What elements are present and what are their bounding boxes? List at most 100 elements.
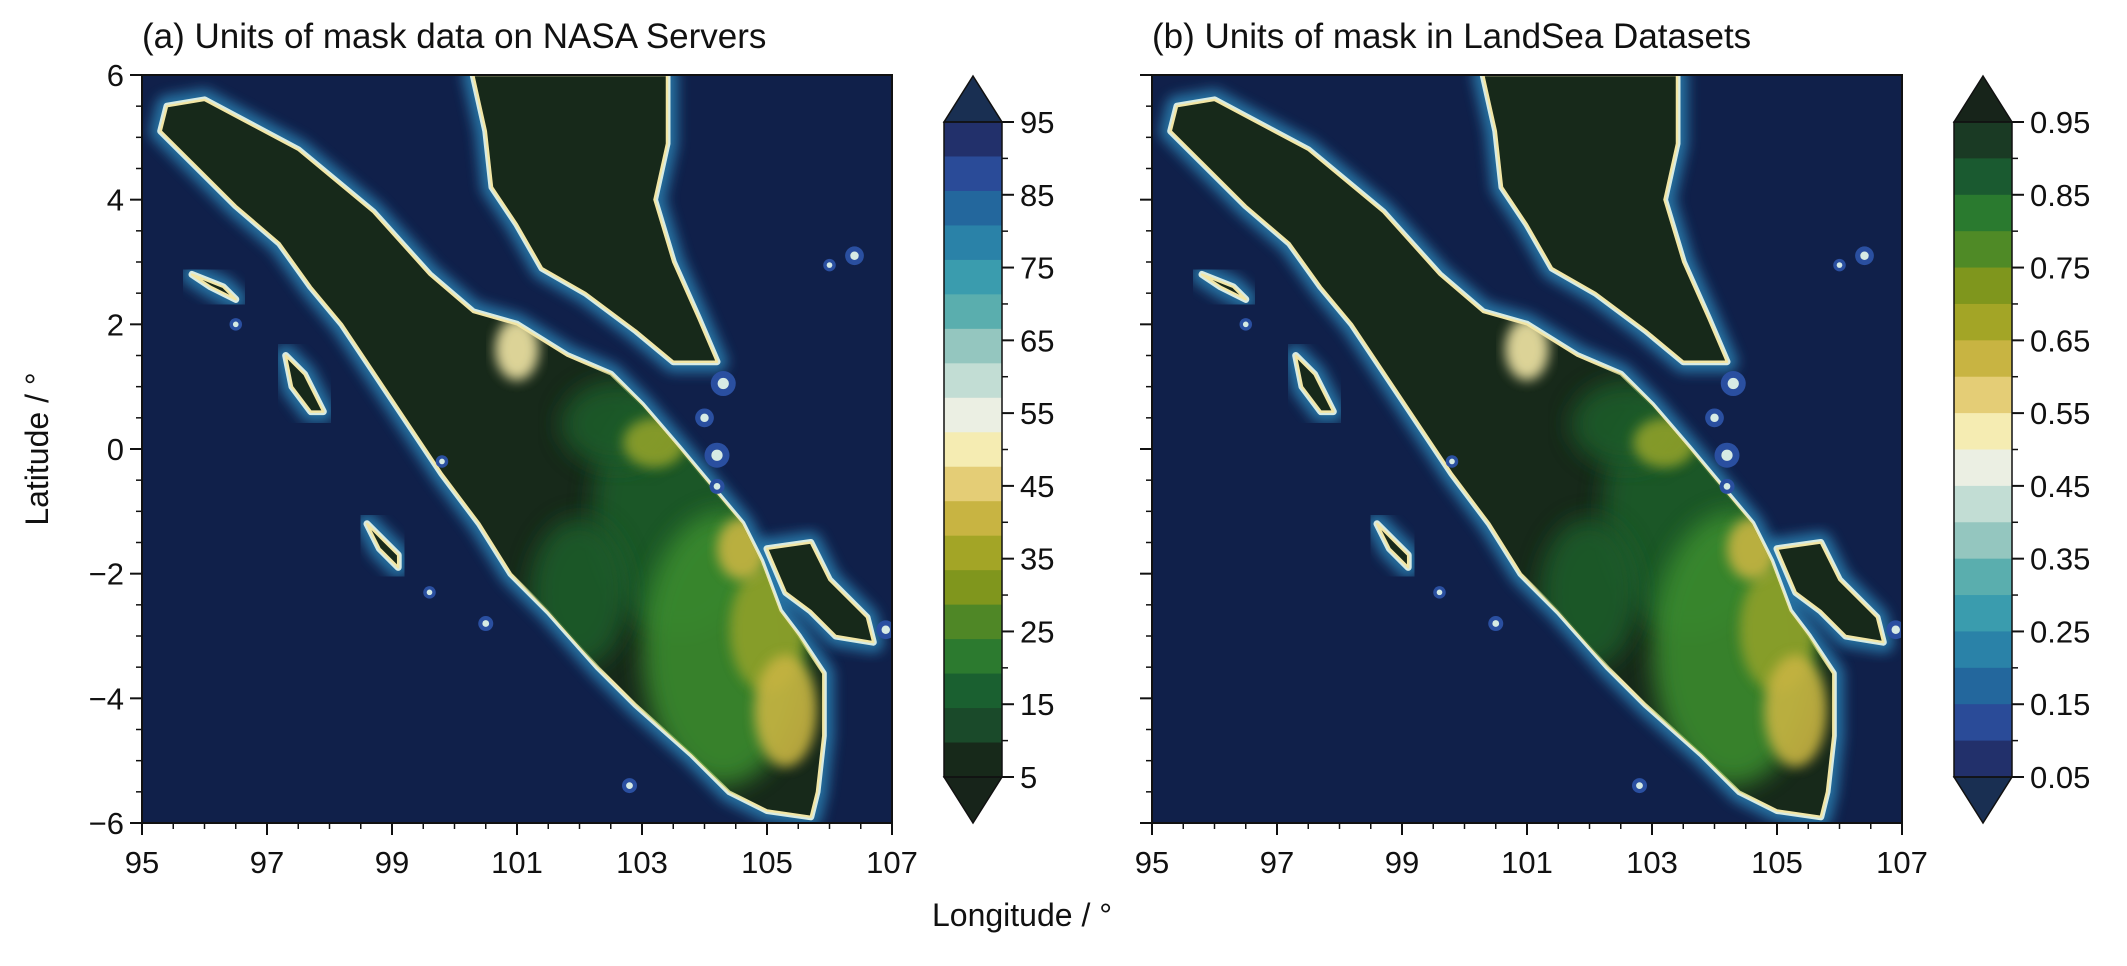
panel-b-colorbar-label: 0.45	[2030, 469, 2090, 504]
panel-a-offshore-core-7	[439, 458, 445, 465]
panel-a-colorbar-label: 55	[1020, 396, 1054, 431]
panel-b-colorbar-segment	[1954, 558, 2012, 596]
panel-a-xtick-label: 105	[741, 845, 793, 880]
panel-a-colorbar-segment	[944, 122, 1002, 158]
panel-b-colorbar-segment	[1954, 340, 2012, 378]
panel-a-ytick-label: 4	[107, 183, 124, 218]
panel-a-colorbar-segment	[944, 363, 1002, 399]
panel-a-colorbar-label: 45	[1020, 469, 1054, 504]
panel-b-colorbar-label: 0.85	[2030, 178, 2090, 213]
panel-b-offshore-core-3	[1710, 413, 1719, 423]
panel-a-colorbar-segment	[944, 225, 1002, 261]
panel-b-offshore-core-1	[1836, 262, 1843, 268]
panel-b-colorbar-label: 0.65	[2030, 323, 2090, 358]
panel-a-title: (a) Units of mask data on NASA Servers	[142, 17, 766, 56]
panel-a-colorbar-segment	[944, 673, 1002, 709]
panel-a-colorbar-label: 75	[1020, 251, 1054, 286]
panel-b-offshore-core-2	[1727, 377, 1739, 390]
panel-a-colorbar: 95 85 75 65 55 45 35 25 15 5	[942, 74, 1054, 825]
panel-a-ytick-label: 6	[107, 58, 124, 93]
panel-a-offshore-core-5	[626, 782, 633, 789]
panel-a-ytick-label: −2	[89, 557, 124, 592]
panel-b-xtick-label: 103	[1626, 845, 1678, 880]
panel-a-ytick-label: 2	[107, 307, 124, 342]
panel-a-colorbar-extend-bottom	[942, 776, 1004, 825]
panel-b-colorbar-segment	[1954, 704, 2012, 742]
panel-a-colorbar-segment	[944, 397, 1002, 433]
panel-a-offshore-core-9	[426, 589, 433, 596]
panel-b-land-nias	[1294, 354, 1335, 413]
panel-a-colorbar-segment	[944, 639, 1002, 675]
panel-a-colorbar-segment	[944, 708, 1002, 744]
panel-a-colorbar-label: 65	[1020, 323, 1054, 358]
panel-a-colorbar-label: 5	[1020, 760, 1037, 795]
panel-b-colorbar-segment	[1954, 267, 2012, 305]
panel-b-offshore-core-9	[1436, 589, 1443, 596]
panel-b-xtick-label: 107	[1876, 845, 1928, 880]
panel-b-xtick-label: 105	[1751, 845, 1803, 880]
panel-a-xtick-label: 99	[375, 845, 409, 880]
panel-b-colorbar-segment	[1954, 522, 2012, 560]
panel-a-colorbar-segment	[944, 501, 1002, 537]
panel-a-offshore-core-0	[850, 251, 859, 260]
panel-b: (b) Units of mask in LandSea Datasets 95…	[1135, 17, 2091, 880]
panel-b-offshore-core-5	[1636, 782, 1643, 789]
panel-b-colorbar-segment	[1954, 122, 2012, 159]
panel-a-colorbar-segment	[944, 259, 1002, 295]
panel-a: (a) Units of mask data on NASA Servers 9…	[89, 17, 1055, 880]
panel-b-colorbar-segment	[1954, 194, 2012, 232]
panel-a-land-bangka	[765, 541, 875, 644]
panel-b-offshore-core-6	[1242, 321, 1249, 328]
panel-b-xtick-label: 97	[1260, 845, 1294, 880]
panel-b-land-texture-3	[1764, 654, 1827, 767]
panel-b-xtick-label: 95	[1135, 845, 1169, 880]
panel-b-colorbar-label: 0.55	[2030, 396, 2090, 431]
panel-a-land-simeulue	[190, 273, 238, 301]
panel-a-colorbar-segment	[944, 294, 1002, 330]
panel-a-axes: 95 97 99 101 103 105 107 6 4 2 0 −2 −4 −6	[89, 58, 918, 880]
panel-a-colorbar-label: 35	[1020, 542, 1054, 577]
panel-b-colorbar-label: 0.95	[2030, 105, 2090, 140]
panel-a-xtick-label: 101	[491, 845, 543, 880]
panel-b-colorbar-segment	[1954, 413, 2012, 451]
panel-a-colorbar-segment	[944, 156, 1002, 192]
panel-b-xtick-label: 101	[1501, 845, 1553, 880]
panel-b-axes: 95 97 99 101 103 105 107	[1135, 74, 1928, 880]
panel-a-colorbar-extend-top	[942, 74, 1004, 123]
panel-b-colorbar-extend-top	[1952, 74, 2014, 123]
panel-b-offshore-core-0	[1860, 251, 1869, 260]
panel-a-colorbar-segment	[944, 432, 1002, 468]
panel-b-title: (b) Units of mask in LandSea Datasets	[1152, 17, 1751, 56]
panel-b-offshore-core-11	[1723, 483, 1731, 490]
panel-b-map	[1152, 75, 1902, 823]
panel-b-xtick-label: 99	[1385, 845, 1419, 880]
panel-a-land-siberut	[365, 522, 400, 569]
panel-b-colorbar-extend-bottom	[1952, 776, 2014, 825]
panel-b-land-simeulue	[1200, 273, 1248, 301]
panel-a-land-nias	[284, 354, 325, 413]
panel-a-xtick-label: 97	[250, 845, 284, 880]
panel-b-colorbar-segment	[1954, 485, 2012, 523]
panel-a-xtick-label: 103	[616, 845, 668, 880]
panel-b-land-siberut	[1375, 522, 1410, 569]
panel-b-offshore-core-10	[1891, 625, 1900, 634]
panel-a-colorbar-segment	[944, 604, 1002, 640]
panel-a-offshore-core-8	[482, 620, 490, 627]
panel-a-colorbar-segment	[944, 742, 1002, 778]
panel-b-colorbar-segment	[1954, 449, 2012, 487]
panel-b-colorbar-segment	[1954, 740, 2012, 778]
panel-a-colorbar-segment	[944, 535, 1002, 571]
panel-a-colorbar-segment	[944, 466, 1002, 502]
panel-a-land-malay-peninsula	[471, 75, 719, 363]
panel-a-colorbar-segment	[944, 328, 1002, 364]
panel-a-colorbar-label: 15	[1020, 687, 1054, 722]
panel-b-land-malay-peninsula	[1481, 75, 1729, 363]
panel-a-colorbar-segment	[944, 190, 1002, 227]
panel-b-colorbar-label: 0.15	[2030, 687, 2090, 722]
panel-a-ytick-label: −6	[89, 806, 124, 841]
panel-b-colorbar-label: 0.75	[2030, 251, 2090, 286]
panel-a-land-texture-6	[495, 318, 539, 381]
panel-b-colorbar-segment	[1954, 303, 2012, 341]
panel-a-offshore-core-2	[717, 377, 729, 390]
